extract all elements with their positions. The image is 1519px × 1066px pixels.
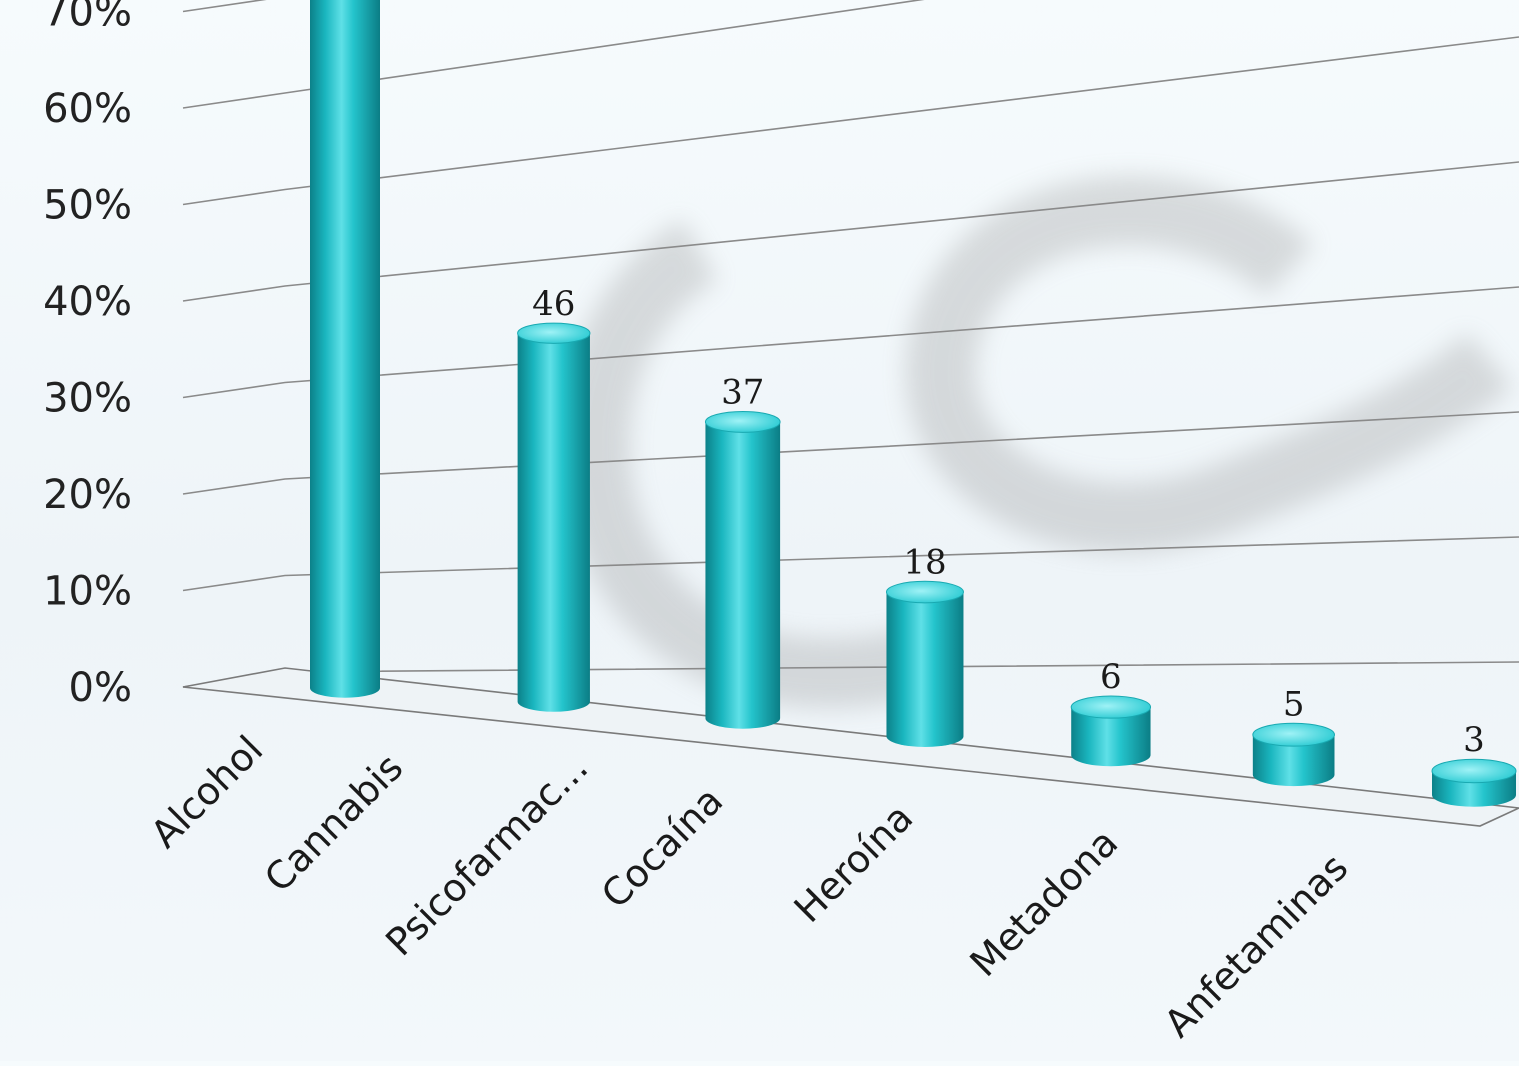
bar <box>704 410 781 729</box>
x-category-label: Anfetaminas <box>1156 845 1357 1046</box>
bar-body <box>1252 734 1335 787</box>
bar <box>517 322 591 712</box>
y-axis-ticks: 0% 10% 20% 30% 40% 50% 60% 70% <box>43 0 132 711</box>
gridline <box>182 0 925 109</box>
bars <box>310 0 1517 807</box>
floor-plane <box>182 667 1519 827</box>
bar-cap <box>885 580 964 604</box>
y-tick-label: 40% <box>43 279 132 325</box>
bar <box>1070 695 1152 767</box>
x-category-label: Cocaína <box>593 778 732 917</box>
x-category-label: Heroína <box>786 795 922 931</box>
bar <box>310 0 380 698</box>
gridline <box>182 411 1519 495</box>
watermark-logo <box>560 176 1513 709</box>
data-label: 37 <box>721 372 764 412</box>
bar <box>1252 722 1335 787</box>
gridline <box>182 286 1519 399</box>
y-tick-label: 30% <box>43 376 132 422</box>
bar-body <box>310 0 380 698</box>
data-label: 5 <box>1283 684 1305 724</box>
gridline <box>182 536 1519 592</box>
data-label: 6 <box>1100 657 1122 697</box>
y-tick-label: 70% <box>43 0 132 36</box>
data-label: 3 <box>1463 720 1485 760</box>
x-category-label: Alcohol <box>142 727 271 856</box>
data-labels: 89463718653 <box>532 284 1485 760</box>
bar-body <box>1071 707 1151 767</box>
bar-body <box>886 592 964 747</box>
x-category-label: Psicofarmac... <box>377 745 596 964</box>
bar-cap <box>704 410 781 433</box>
y-tick-label: 10% <box>43 569 132 615</box>
y-tick-label: 60% <box>43 86 132 132</box>
bar <box>1431 758 1517 807</box>
bar-body <box>517 333 590 712</box>
bar-body <box>705 421 781 729</box>
bar <box>885 580 964 747</box>
x-category-label: Metadona <box>962 820 1127 985</box>
gridline <box>182 0 267 13</box>
x-category-label: Cannabis <box>256 745 411 900</box>
bar-cap <box>1252 722 1335 747</box>
chart-floor <box>182 667 1519 827</box>
gridline <box>182 36 1519 206</box>
data-label: 18 <box>903 542 946 582</box>
bar-cap <box>1070 695 1152 719</box>
y-tick-label: 20% <box>43 472 132 518</box>
bar-cap <box>517 322 591 344</box>
gridline <box>182 161 1519 302</box>
y-tick-label: 0% <box>69 665 132 711</box>
bar-cap <box>1431 758 1517 784</box>
gridlines <box>182 0 1519 688</box>
data-label: 46 <box>532 284 575 324</box>
y-tick-label: 50% <box>43 183 132 229</box>
